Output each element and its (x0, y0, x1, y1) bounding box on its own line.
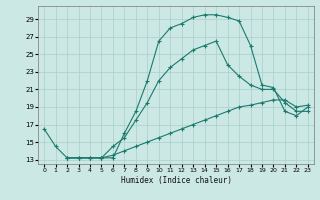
X-axis label: Humidex (Indice chaleur): Humidex (Indice chaleur) (121, 176, 231, 185)
